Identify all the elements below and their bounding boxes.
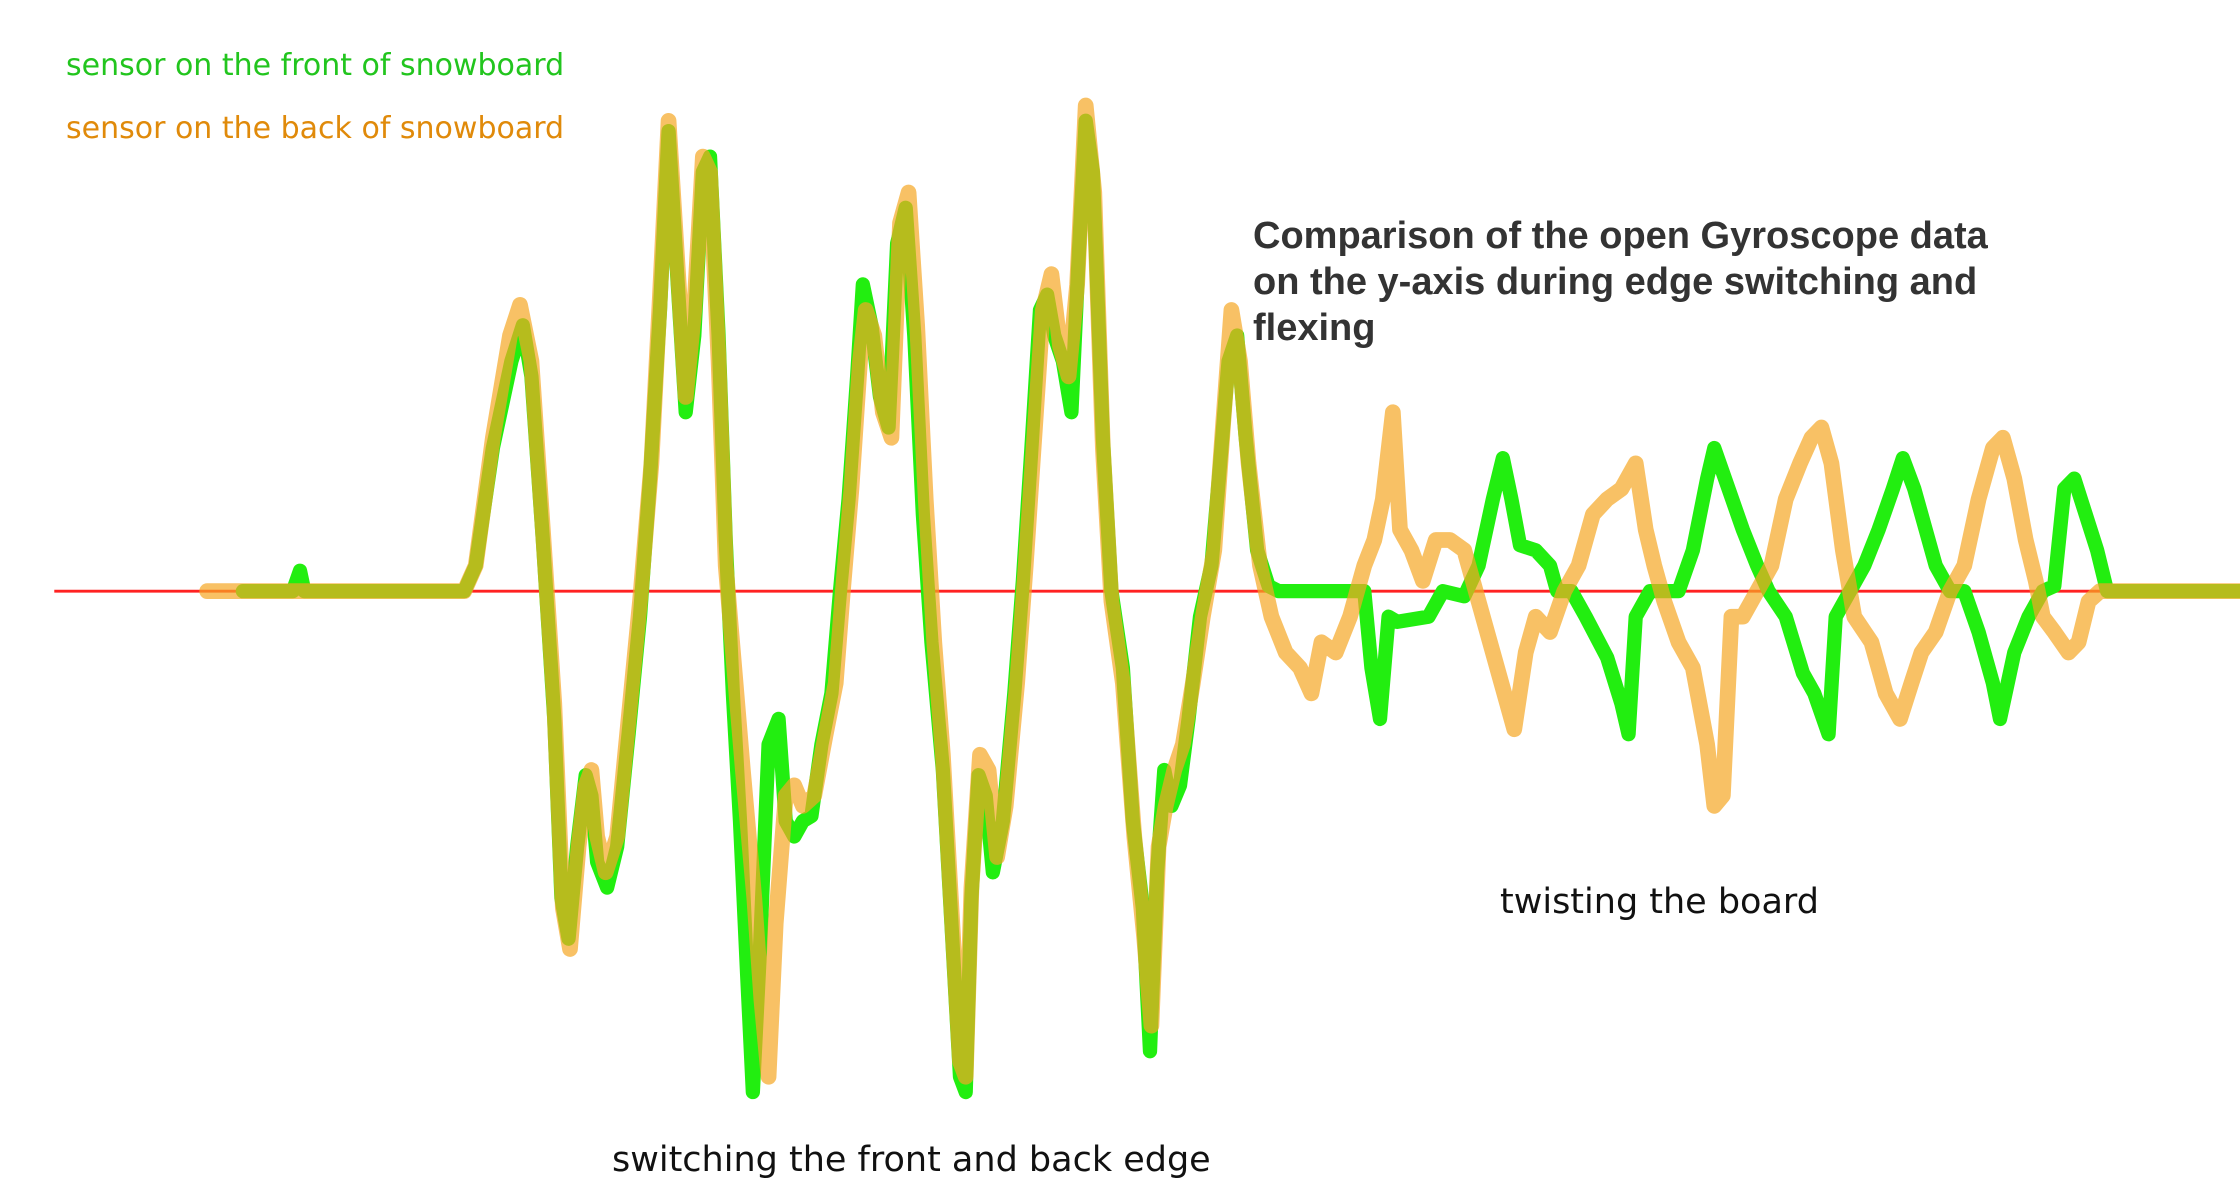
- legend-front-sensor: sensor on the front of snowboard: [66, 48, 565, 83]
- annotation-switching: switching the front and back edge: [612, 1140, 1211, 1180]
- annotation-twisting: twisting the board: [1500, 882, 1819, 922]
- series-layer: [199, 97, 2240, 1100]
- legend-back-sensor: sensor on the back of snowboard: [66, 111, 565, 146]
- chart-title: Comparison of the open Gyroscope data on…: [1253, 215, 1988, 349]
- series-back-line: [199, 97, 2240, 1085]
